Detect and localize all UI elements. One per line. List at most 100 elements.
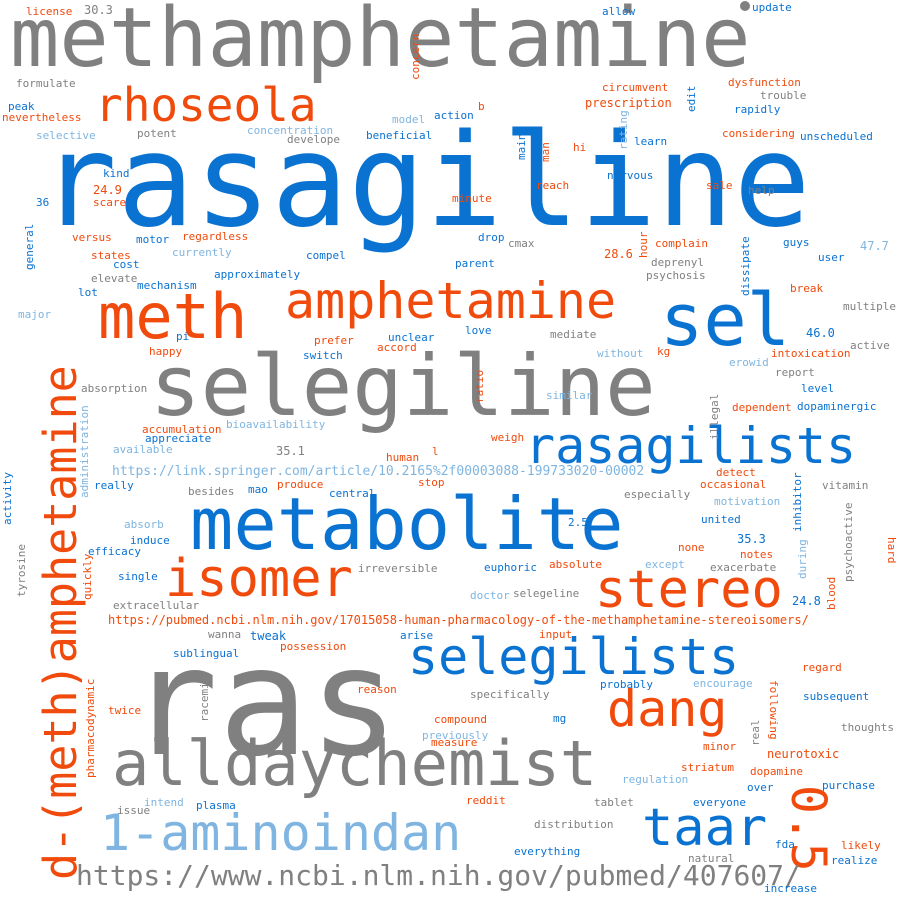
word-arise: arise	[400, 629, 434, 642]
word-neurotoxic: neurotoxic	[767, 747, 840, 761]
word-peak: peak	[8, 100, 35, 113]
word-reach: reach	[536, 179, 570, 192]
word-cmax: cmax	[508, 237, 535, 250]
word-learn: learn	[634, 135, 668, 148]
word-currently: currently	[172, 246, 232, 259]
word-produce: produce	[277, 478, 324, 491]
word-especially: especially	[624, 488, 691, 501]
word-quickly: quickly	[81, 553, 94, 600]
word-absorption: absorption	[81, 382, 148, 395]
word-pharmacodynamic: pharmacodynamic	[84, 678, 97, 778]
word-efficacy: efficacy	[88, 545, 141, 558]
word-unscheduled: unscheduled	[800, 130, 873, 143]
word-36: 36	[36, 196, 50, 209]
word-rasagiline: rasagiline	[40, 107, 811, 256]
word-previously: previously	[422, 729, 489, 742]
word-potent: potent	[137, 127, 177, 140]
word-illegal: illegal	[708, 393, 721, 440]
word-url-springer: https://link.springer.com/article/10.216…	[112, 464, 645, 479]
word-selegiline: selegiline	[150, 337, 656, 435]
word-striatum: striatum	[681, 761, 734, 774]
word-input: input	[539, 628, 573, 641]
word-dysfunction: dysfunction	[728, 76, 801, 89]
word-elevate: elevate	[91, 272, 138, 285]
word-everything: everything	[514, 845, 581, 858]
word-racemic: racemic	[198, 675, 211, 722]
word-28-6: 28.6	[604, 247, 633, 261]
word-following: following	[767, 680, 780, 740]
word-during: during	[796, 539, 809, 579]
word-except: except	[645, 558, 685, 571]
word-kind: kind	[103, 167, 130, 180]
word-dopaminergic: dopaminergic	[797, 400, 877, 413]
word-taar: taar	[642, 798, 768, 858]
word-versus: versus	[72, 231, 112, 244]
word-really: really	[94, 479, 134, 492]
word-euphoric: euphoric	[484, 561, 537, 574]
word-prescription: prescription	[585, 96, 672, 110]
word-active: active	[850, 339, 890, 352]
word-beneficial: beneficial	[366, 129, 433, 142]
word-human: human	[386, 451, 420, 464]
word-realize: realize	[831, 854, 878, 867]
word-ras: ras	[128, 616, 399, 790]
word-without: without	[597, 347, 644, 360]
word-considering: considering	[722, 127, 795, 140]
word-compel: compel	[306, 249, 346, 262]
word-induce: induce	[130, 534, 170, 547]
word-action: action	[434, 109, 474, 122]
word-ratio: ratio	[473, 369, 486, 403]
word-minor: minor	[703, 740, 737, 753]
word-35-1: 35.1	[276, 444, 305, 458]
word-inhibitor: inhibitor	[791, 472, 804, 532]
word-administration: administration	[78, 405, 91, 498]
word-weigh: weigh	[491, 431, 525, 444]
word-pi: pi	[176, 330, 190, 343]
word-url-ncbi: https://www.ncbi.nlm.nih.gov/pubmed/4076…	[76, 859, 801, 892]
word-likely: likely	[841, 839, 881, 852]
word-absolute: absolute	[549, 558, 602, 571]
word-drop: drop	[478, 231, 505, 244]
word-thoughts: thoughts	[841, 721, 894, 734]
word-amphetamine: amphetamine	[285, 272, 617, 330]
word-mg: mg	[553, 712, 567, 725]
word-compound: compound	[434, 713, 487, 726]
word-available: available	[113, 443, 173, 456]
word-2-5: 2.5	[568, 516, 588, 529]
word-meth: meth	[98, 280, 248, 353]
word-35-3: 35.3	[737, 532, 766, 546]
word-wanna: wanna	[208, 628, 242, 641]
word-nervous: nervous	[607, 169, 654, 182]
word-happy: happy	[149, 345, 183, 358]
word-dependent: dependent	[732, 401, 792, 414]
word-30-3: 30.3	[84, 3, 113, 17]
word-vitamin: vitamin	[822, 479, 869, 492]
word-man: man	[539, 142, 552, 162]
word-l: l	[432, 445, 439, 458]
word-deprenyl: deprenyl	[651, 256, 704, 269]
word-approximately: approximately	[214, 268, 301, 281]
word-concern: concern	[409, 33, 422, 80]
word-detect: detect	[716, 466, 756, 479]
word-prefer: prefer	[314, 334, 354, 347]
word-regulation: regulation	[622, 773, 689, 786]
word-over: over	[747, 781, 774, 794]
word-complain: complain	[655, 237, 708, 250]
word-plasma: plasma	[196, 799, 236, 812]
word-twice: twice	[108, 704, 142, 717]
word-url-pubmed: https://pubmed.ncbi.nlm.nih.gov/17015058…	[108, 613, 809, 627]
word-mao: mao	[248, 483, 268, 496]
word-isomer: isomer	[165, 549, 353, 609]
word-methamphetamine: methamphetamine	[10, 0, 751, 86]
word-tyrosine: tyrosine	[15, 544, 28, 597]
word-stereo: stereo	[595, 560, 783, 620]
word-everyone: everyone	[693, 796, 746, 809]
word-general: general	[23, 223, 36, 270]
word-help: help	[748, 184, 775, 197]
word-notes: notes	[740, 548, 774, 561]
word-formulate: formulate	[16, 77, 76, 90]
word-motor: motor	[136, 233, 170, 246]
word-kg: kg	[657, 345, 671, 358]
word-unclear: unclear	[388, 331, 435, 344]
